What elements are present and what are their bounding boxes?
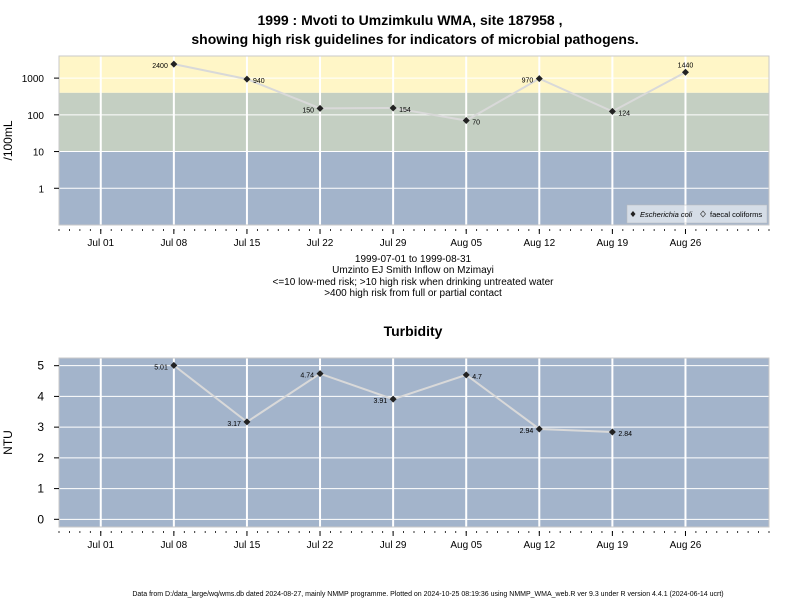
x-tick-label: Aug 05 <box>450 238 482 249</box>
data-point <box>681 68 689 76</box>
data-point <box>316 104 324 112</box>
y-tick-label: 100 <box>27 111 44 122</box>
chart-title-line-2: showing high risk guidelines for indicat… <box>191 31 638 47</box>
y-tick-label: 5 <box>37 359 44 373</box>
data-label: 150 <box>302 107 314 114</box>
legend: Escherichia coli faecal coliforms <box>626 204 768 224</box>
data-label: 154 <box>399 107 411 114</box>
x-tick-label: Jul 29 <box>380 238 407 249</box>
y-axis-label: /100mL <box>1 120 15 160</box>
subtitle-drinking-risk: <=10 low-med risk; >10 high risk when dr… <box>273 277 555 288</box>
subtitle-date-range: 1999-07-01 to 1999-08-31 <box>355 254 472 265</box>
data-label: 970 <box>522 78 534 85</box>
data-point <box>535 75 543 83</box>
plot-frame <box>58 357 770 528</box>
data-label: 940 <box>253 78 265 85</box>
x-tick-label: Aug 05 <box>450 540 482 551</box>
turbidity-panel: 0 1 2 3 4 5 Jul 01 Jul 08 Jul 15 Jul 22 Jul 29 Aug … <box>1 357 770 551</box>
data-label: 3.91 <box>373 398 387 405</box>
legend-label-faecal: faecal coliforms <box>710 210 762 219</box>
data-label: 1440 <box>678 62 694 69</box>
subtitle-contact-risk: >400 high risk from full or partial cont… <box>324 288 502 299</box>
x-tick-label: Jul 22 <box>307 238 334 249</box>
legend-marker-faecal <box>700 210 706 218</box>
data-point <box>316 370 324 378</box>
plot-background <box>59 358 769 527</box>
data-label: 3.17 <box>227 421 241 428</box>
footer-note: Data from D:/data_large/wq/wms.db dated … <box>132 591 723 598</box>
data-point <box>462 371 470 379</box>
x-tick-label: Aug 26 <box>670 238 702 249</box>
x-tick-label: Jul 01 <box>87 238 114 249</box>
data-label: 5.01 <box>154 364 168 371</box>
data-point <box>608 107 616 115</box>
x-tick-label: Aug 12 <box>523 540 555 551</box>
x-tick-label: Aug 19 <box>597 238 629 249</box>
data-point <box>170 361 178 369</box>
y-tick-label: 1000 <box>22 74 45 85</box>
x-tick-label: Aug 19 <box>597 540 629 551</box>
y-tick-label: 0 <box>37 512 44 526</box>
legend-box <box>626 204 768 224</box>
data-point <box>389 104 397 112</box>
y-tick-label: 1 <box>38 184 44 195</box>
x-tick-label: Aug 26 <box>670 540 702 551</box>
plot-frame <box>58 55 770 226</box>
subtitle-site-name: Umzinto EJ Smith Inflow on Mzimayi <box>332 265 494 276</box>
data-label: 124 <box>618 110 630 117</box>
chart-title-line-1: 1999 : Mvoti to Umzimkulu WMA, site 1879… <box>258 12 563 28</box>
turbidity-title: Turbidity <box>384 323 443 339</box>
data-label: 2.84 <box>618 431 632 438</box>
data-point <box>170 60 178 68</box>
data-point <box>243 418 251 426</box>
x-tick-label: Jul 22 <box>307 540 334 551</box>
y-tick-label: 3 <box>37 420 44 434</box>
y-tick-label: 2 <box>37 451 44 465</box>
data-label: 2400 <box>152 63 168 70</box>
legend-label-ecoli: Escherichia coli <box>640 210 692 219</box>
risk-band-1 <box>59 92 769 152</box>
x-tick-label: Jul 01 <box>87 540 114 551</box>
risk-band-2 <box>59 56 769 93</box>
data-label: 4.74 <box>300 373 314 380</box>
x-tick-label: Jul 08 <box>161 540 188 551</box>
data-point <box>535 425 543 433</box>
y-tick-label: 10 <box>33 148 45 159</box>
x-tick-label: Jul 29 <box>380 540 407 551</box>
y-tick-label: 4 <box>37 389 44 403</box>
data-label: 70 <box>472 120 480 127</box>
data-point <box>608 428 616 436</box>
y-tick-label: 1 <box>37 482 44 496</box>
legend-marker-ecoli <box>630 211 636 217</box>
y-axis-label: NTU <box>1 430 15 455</box>
data-point <box>462 117 470 125</box>
x-tick-label: Aug 12 <box>523 238 555 249</box>
x-tick-label: Jul 08 <box>161 238 188 249</box>
ecoli-panel: 1 10 100 1000 Jul 01 Jul 08 Jul 15 Jul 22 Jul 29… <box>1 55 770 249</box>
data-label: 2.94 <box>520 428 534 435</box>
x-tick-label: Jul 15 <box>234 238 261 249</box>
data-point <box>243 75 251 83</box>
x-tick-label: Jul 15 <box>234 540 261 551</box>
data-point <box>389 395 397 403</box>
series-line <box>173 63 686 122</box>
data-label: 4.7 <box>472 374 482 381</box>
